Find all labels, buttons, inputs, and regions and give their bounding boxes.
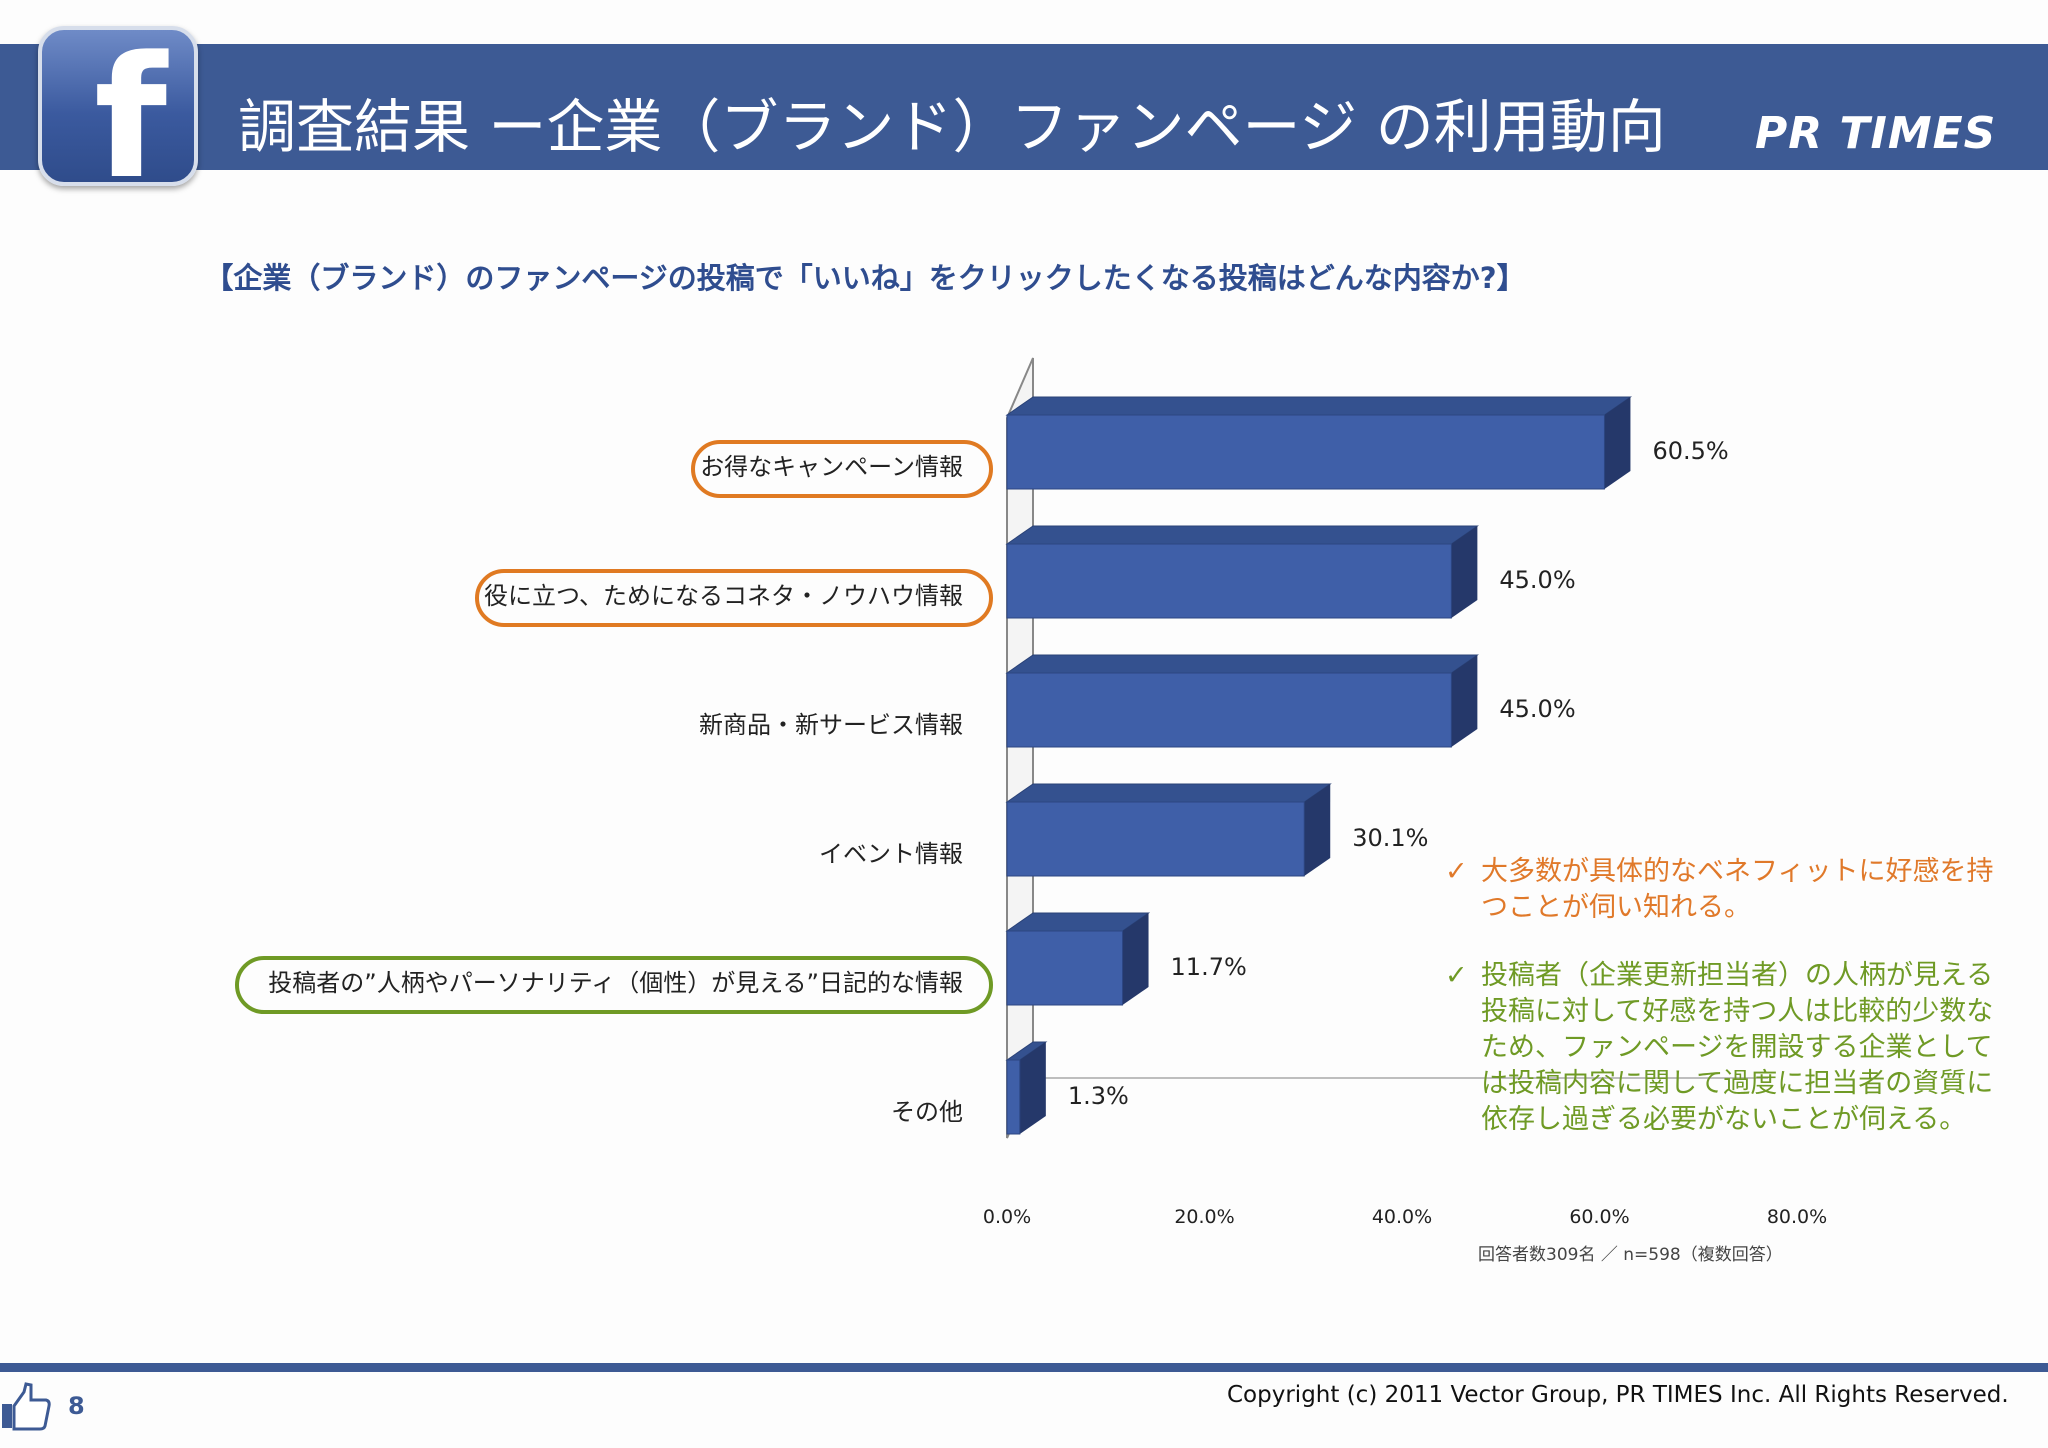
value-label: 30.1% (1352, 824, 1428, 852)
category-label: 投稿者の”人柄やパーソナリティ（個性）が見える”日記的な情報 (268, 969, 963, 997)
bar-side (1604, 397, 1631, 489)
facebook-logo-icon: f (38, 26, 198, 202)
bar-chart: 60.5% お得なキャンペーン情報 45.0% 役に立つ、ためになるコネタ・ノウハウ情… (235, 357, 1827, 1228)
note-personality-text: 投稿者（企業更新担当者）の人柄が見える投稿に対して好感を持つ人は比較的少数なため… (1481, 960, 1994, 1135)
survey-question: 【企業（ブランド）のファンページの投稿で「いいね」をクリックしたくなる投稿はどん… (204, 261, 1526, 295)
page-title: 調査結果 ー企業（ブランド）ファンページ の利用動向 (238, 93, 1666, 161)
value-label: 45.0% (1499, 695, 1575, 723)
footer-band (0, 1363, 2048, 1372)
x-tick-label: 20.0% (1174, 1206, 1234, 1228)
bar-side (1122, 913, 1149, 1005)
note-benefit: ✓ 大多数が具体的なベネフィットに好感を持つことが伺い知れる。 (1445, 854, 2005, 926)
respondents-note: 回答者数309名 ／ n=598（複数回答） (1478, 1245, 1783, 1265)
bar-side (1304, 784, 1331, 876)
pr-times-logo: PR TIMES (1755, 108, 1997, 159)
bar-side (1451, 526, 1478, 618)
value-label: 1.3% (1068, 1082, 1129, 1110)
category-label: お得なキャンペーン情報 (700, 453, 963, 481)
bar-top (1005, 525, 1479, 545)
bar (1006, 930, 1124, 1006)
facebook-logo-letter: f (94, 20, 168, 216)
bar (1006, 543, 1452, 619)
bar (1006, 414, 1605, 490)
value-label: 60.5% (1652, 437, 1728, 465)
copyright: Copyright (c) 2011 Vector Group, PR TIME… (1227, 1382, 2009, 1408)
note-personality: ✓ 投稿者（企業更新担当者）の人柄が見える投稿に対して好感を持つ人は比較的少数な… (1445, 958, 2005, 1138)
bar (1006, 1059, 1021, 1135)
highlight-outline (475, 569, 993, 627)
x-tick-label: 40.0% (1372, 1206, 1432, 1228)
category-label: 新商品・新サービス情報 (699, 711, 963, 739)
bar-top (1005, 396, 1633, 416)
bar-side (1019, 1042, 1046, 1134)
highlight-outline (235, 956, 993, 1014)
value-label: 11.7% (1171, 953, 1247, 981)
x-tick-label: 80.0% (1767, 1206, 1827, 1228)
bar-side (1451, 655, 1478, 747)
page-number: 8 (68, 1392, 85, 1420)
highlight-outline (691, 440, 993, 498)
bar-top (1005, 654, 1479, 674)
value-label: 45.0% (1499, 566, 1575, 594)
check-icon: ✓ (1445, 856, 1468, 887)
category-label: その他 (891, 1098, 963, 1126)
header-band (0, 44, 2048, 170)
x-tick-label: 60.0% (1569, 1206, 1629, 1228)
check-icon: ✓ (1445, 960, 1468, 991)
bar (1006, 801, 1305, 877)
bar-top (1005, 783, 1332, 803)
x-tick-label: 0.0% (983, 1206, 1031, 1228)
category-label: 役に立つ、ためになるコネタ・ノウハウ情報 (484, 582, 963, 610)
category-label: イベント情報 (819, 840, 963, 868)
note-benefit-text: 大多数が具体的なベネフィットに好感を持つことが伺い知れる。 (1481, 856, 1994, 923)
thumbs-up-icon (2, 1382, 51, 1431)
bar (1006, 672, 1452, 748)
